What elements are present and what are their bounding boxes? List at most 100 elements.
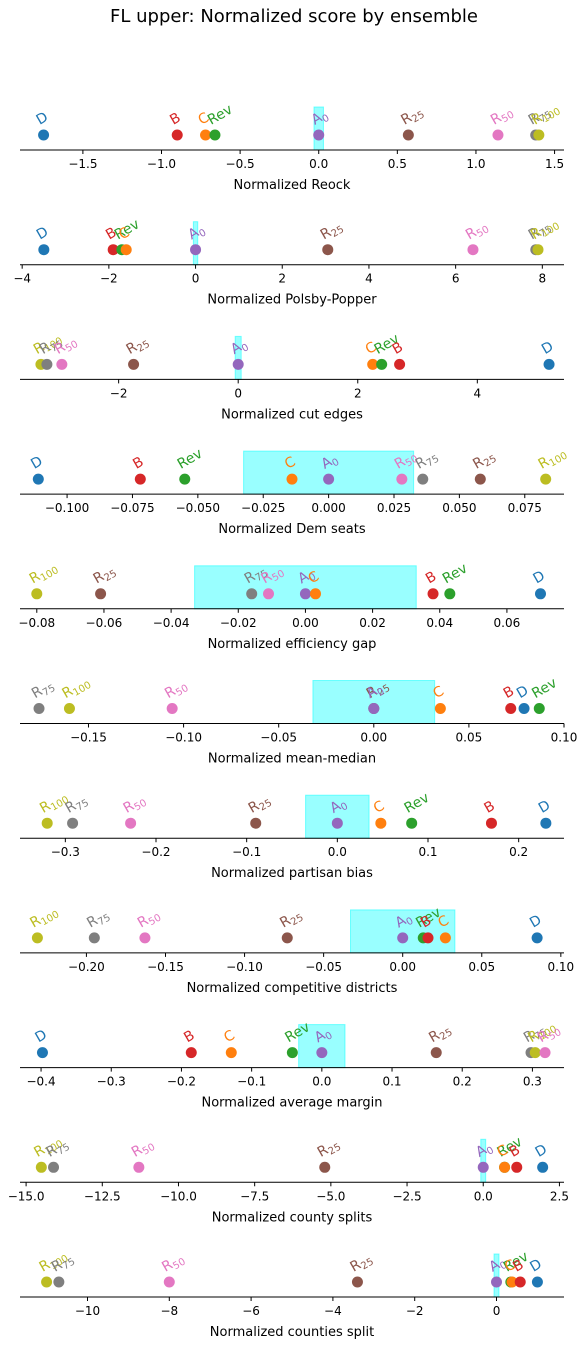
x-tick-label: 0.3 <box>523 1075 542 1089</box>
data-point-r75 <box>67 817 79 829</box>
point-label-subscript: 50 <box>500 109 517 125</box>
point-label-subscript: 100 <box>71 680 93 699</box>
point-label-c: C <box>221 1027 238 1046</box>
point-label-d: D <box>32 1027 49 1046</box>
data-point-d <box>518 703 530 714</box>
data-point-d <box>531 1276 543 1288</box>
point-label-subscript: 25 <box>136 339 153 355</box>
data-point-r50 <box>125 817 137 829</box>
point-label-r50: R50 <box>121 792 149 819</box>
point-label-r100: R100 <box>59 674 93 704</box>
data-point-a0 <box>299 588 311 600</box>
x-tick-label: 0.0 <box>328 845 347 859</box>
point-label-r50: R50 <box>463 218 491 245</box>
data-point-a0 <box>368 703 380 714</box>
x-tick-label: −10 <box>75 1304 100 1318</box>
x-tick-label: −0.3 <box>97 1075 126 1089</box>
x-tick-label: 0.0 <box>309 157 328 171</box>
point-label-subscript: 75 <box>55 1142 72 1158</box>
point-label-subscript: 25 <box>359 1256 376 1272</box>
acceptable-band <box>312 680 436 724</box>
point-label-subscript: 75 <box>425 454 442 470</box>
x-tick-label: −4 <box>13 272 31 286</box>
panel-4: −0.08 −0.06 −0.04 −0.02 0.00 0.02 0.04 0.06 Norm… <box>18 559 564 652</box>
data-point-r25 <box>402 129 414 141</box>
data-point-rev <box>444 588 456 600</box>
point-label-a0: A0 <box>319 451 342 475</box>
data-point-c <box>120 244 132 256</box>
x-tick-label: −0.075 <box>110 501 154 515</box>
point-label-subscript: 50 <box>141 1142 158 1158</box>
x-tick-label: 0.04 <box>426 616 453 630</box>
data-point-r75 <box>48 1161 60 1173</box>
point-label-subscript: 0 <box>339 801 350 814</box>
data-point-b <box>427 588 439 600</box>
x-tick-label: −10.0 <box>160 1189 197 1203</box>
point-label-r25: R25 <box>277 906 305 933</box>
x-axis-label: Normalized average margin <box>201 1096 382 1111</box>
data-point-r100 <box>533 129 545 141</box>
point-label-b: B <box>501 683 517 702</box>
point-label-b: B <box>130 454 146 473</box>
x-tick-label: −2.5 <box>392 1189 421 1203</box>
point-label-d: D <box>527 912 544 931</box>
x-axis-label: Normalized mean-median <box>208 752 376 767</box>
data-point-r50 <box>467 244 479 256</box>
data-point-r100 <box>31 932 43 944</box>
point-label-a0: A0 <box>312 1024 335 1048</box>
data-point-r25 <box>95 588 107 600</box>
data-point-b <box>511 1161 523 1173</box>
x-tick-label: 0.00 <box>292 616 319 630</box>
x-tick-label: −0.04 <box>153 616 190 630</box>
data-point-c <box>439 932 451 944</box>
x-tick-label: 0.1 <box>382 1075 401 1089</box>
data-point-c <box>225 1047 237 1059</box>
data-point-a0 <box>331 817 343 829</box>
x-axis-label: Normalized competitive districts <box>187 981 398 996</box>
x-tick-label: 1.0 <box>466 157 485 171</box>
x-tick-label: 8 <box>539 272 547 286</box>
x-tick-label: 0.05 <box>468 960 495 974</box>
point-label-subscript: 0 <box>324 1030 335 1043</box>
point-label-subscript: 50 <box>174 683 191 699</box>
data-point-r25 <box>128 358 140 370</box>
data-point-a0 <box>232 358 244 370</box>
point-label-r25: R25 <box>318 218 346 245</box>
x-axis-label: Normalized Reock <box>234 178 351 193</box>
point-label-subscript: 25 <box>258 798 275 814</box>
data-point-c <box>310 588 322 600</box>
point-label-d: D <box>34 109 51 128</box>
point-label-r50: R50 <box>488 103 516 130</box>
x-tick-label: 0.050 <box>442 501 476 515</box>
x-tick-label: 0.000 <box>311 501 345 515</box>
x-axis-label: Normalized cut edges <box>221 407 363 422</box>
data-point-r50 <box>133 1161 145 1173</box>
point-label-subscript: 25 <box>289 912 306 928</box>
point-label-subscript: 50 <box>171 1256 188 1272</box>
data-point-rev <box>209 129 221 141</box>
data-point-r50 <box>56 358 68 370</box>
point-label-a0: A0 <box>364 680 387 704</box>
data-point-r100 <box>532 244 544 256</box>
data-point-d <box>32 473 44 485</box>
data-point-r75 <box>33 703 45 714</box>
point-label-subscript: 25 <box>330 224 347 240</box>
x-tick-label: −2 <box>110 386 128 400</box>
data-point-r100 <box>31 588 43 600</box>
point-label-a0: A0 <box>487 1254 510 1278</box>
point-label-d: D <box>536 797 553 816</box>
point-label-subscript: 0 <box>197 227 208 240</box>
data-point-a0 <box>491 1276 503 1288</box>
point-label-r100: R100 <box>27 903 61 933</box>
point-label-rev: Rev <box>440 560 471 587</box>
acceptable-band <box>243 450 415 495</box>
point-label-r50: R50 <box>162 677 190 704</box>
x-tick-label: 0.05 <box>456 731 483 745</box>
point-label-subscript: 75 <box>254 568 271 584</box>
x-tick-label: 0 <box>493 1304 501 1318</box>
point-label-subscript: 75 <box>533 1027 550 1043</box>
x-tick-label: −4 <box>324 1304 342 1318</box>
point-label-subscript: 50 <box>404 454 421 470</box>
point-label-r25: R25 <box>246 792 274 819</box>
